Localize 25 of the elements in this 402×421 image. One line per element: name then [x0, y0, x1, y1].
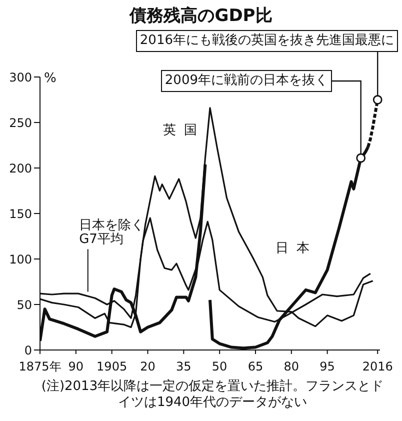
y-tick-label: 250 [9, 116, 32, 130]
x-tick-label: 90 [68, 360, 84, 374]
annotation: 2009年に戦前の日本を抜く [160, 70, 332, 92]
y-tick-label: 100 [9, 252, 32, 266]
y-tick-label: 200 [9, 161, 32, 176]
y-axis-title: % [44, 71, 56, 86]
chart-title: 債務残高のGDP比 [128, 5, 274, 27]
x-tick-label: 20 [140, 360, 156, 374]
x-tick-label: 1905 [96, 360, 128, 374]
x-tick-label: 65 [248, 360, 264, 374]
series-label: 日本を除くG7平均 [79, 218, 146, 248]
y-tick-label: 50 [16, 298, 32, 312]
x-tick-label: 95 [320, 360, 335, 374]
series-label: 日本 [275, 240, 318, 256]
x-tick-label: 1875年 [18, 360, 62, 374]
y-tick-label: 0 [24, 343, 32, 358]
x-tick-label: 80 [284, 360, 300, 374]
y-tick-label: 150 [9, 206, 32, 221]
annotation: 2016年にも戦後の英国を抜き先進国最悪に [136, 30, 398, 52]
series-label: 英国 [162, 122, 206, 138]
text: (注)2013年以降は一定の仮定を置いた推計。フランスとドイツは1940年代のデータがない [40, 379, 385, 411]
x-tick-label: 50 [212, 360, 228, 374]
x-tick-label: 2016 [362, 360, 393, 374]
y-tick-label: 300 [9, 70, 32, 84]
x-tick-label: 35 [176, 360, 192, 374]
